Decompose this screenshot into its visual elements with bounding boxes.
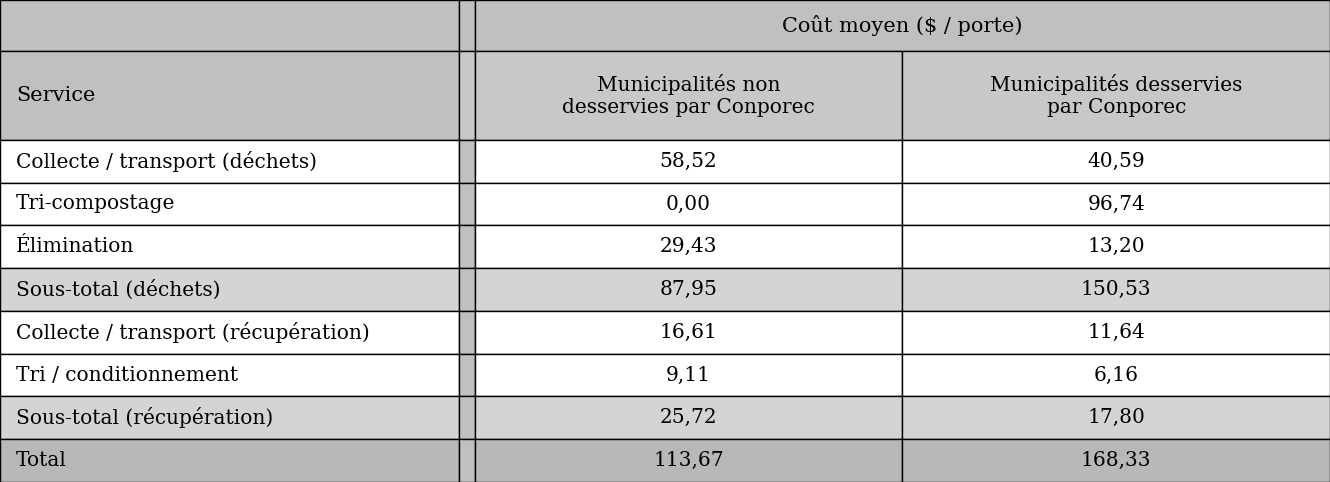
Text: 40,59: 40,59	[1088, 152, 1145, 171]
Bar	[0, 311, 459, 354]
Bar	[475, 0, 1330, 51]
Text: 25,72: 25,72	[660, 408, 717, 428]
Bar	[902, 439, 1330, 482]
Bar	[475, 268, 902, 311]
Bar	[459, 268, 475, 311]
Text: 168,33: 168,33	[1081, 451, 1152, 470]
Bar	[475, 439, 902, 482]
Text: Sous-total (déchets): Sous-total (déchets)	[16, 280, 221, 300]
Bar	[902, 183, 1330, 226]
Bar	[475, 51, 902, 140]
Bar	[0, 183, 459, 226]
Text: Collecte / transport (récupération): Collecte / transport (récupération)	[16, 322, 370, 343]
Text: Tri-compostage: Tri-compostage	[16, 194, 176, 214]
Text: Municipalités non
desservies par Conporec: Municipalités non desservies par Conpore…	[563, 74, 815, 117]
Text: Municipalités desservies
par Conporec: Municipalités desservies par Conporec	[990, 74, 1242, 117]
Text: Coût moyen ($ / porte): Coût moyen ($ / porte)	[782, 15, 1023, 36]
Bar	[459, 396, 475, 439]
Bar	[902, 354, 1330, 396]
Bar	[459, 226, 475, 268]
Text: 58,52: 58,52	[660, 152, 717, 171]
Bar	[0, 268, 459, 311]
Text: 16,61: 16,61	[660, 323, 718, 342]
Bar	[902, 396, 1330, 439]
Text: Total: Total	[16, 451, 66, 470]
Bar	[0, 396, 459, 439]
Bar	[902, 140, 1330, 183]
Bar	[459, 51, 475, 140]
Bar	[0, 51, 459, 140]
Bar	[459, 0, 475, 51]
Bar	[0, 0, 459, 51]
Bar	[475, 354, 902, 396]
Bar	[0, 439, 459, 482]
Bar	[475, 396, 902, 439]
Bar	[475, 183, 902, 226]
Bar	[475, 226, 902, 268]
Bar	[902, 226, 1330, 268]
Bar	[459, 140, 475, 183]
Text: Collecte / transport (déchets): Collecte / transport (déchets)	[16, 151, 317, 172]
Text: 113,67: 113,67	[653, 451, 724, 470]
Bar	[459, 311, 475, 354]
Text: 150,53: 150,53	[1081, 280, 1152, 299]
Text: 6,16: 6,16	[1093, 365, 1138, 385]
Text: Sous-total (récupération): Sous-total (récupération)	[16, 407, 273, 428]
Text: 0,00: 0,00	[666, 194, 712, 214]
Text: 9,11: 9,11	[666, 365, 712, 385]
Text: 29,43: 29,43	[660, 237, 717, 256]
Bar	[459, 354, 475, 396]
Text: 11,64: 11,64	[1088, 323, 1145, 342]
Text: Élimination: Élimination	[16, 237, 134, 256]
Bar	[459, 439, 475, 482]
Bar	[0, 140, 459, 183]
Bar	[902, 51, 1330, 140]
Text: Service: Service	[16, 86, 96, 105]
Bar	[459, 183, 475, 226]
Bar	[0, 354, 459, 396]
Bar	[475, 140, 902, 183]
Bar	[475, 311, 902, 354]
Bar	[902, 268, 1330, 311]
Bar	[902, 311, 1330, 354]
Text: 13,20: 13,20	[1088, 237, 1145, 256]
Text: Tri / conditionnement: Tri / conditionnement	[16, 365, 238, 385]
Text: 96,74: 96,74	[1088, 194, 1145, 214]
Text: 17,80: 17,80	[1087, 408, 1145, 428]
Bar	[0, 226, 459, 268]
Text: 87,95: 87,95	[660, 280, 718, 299]
